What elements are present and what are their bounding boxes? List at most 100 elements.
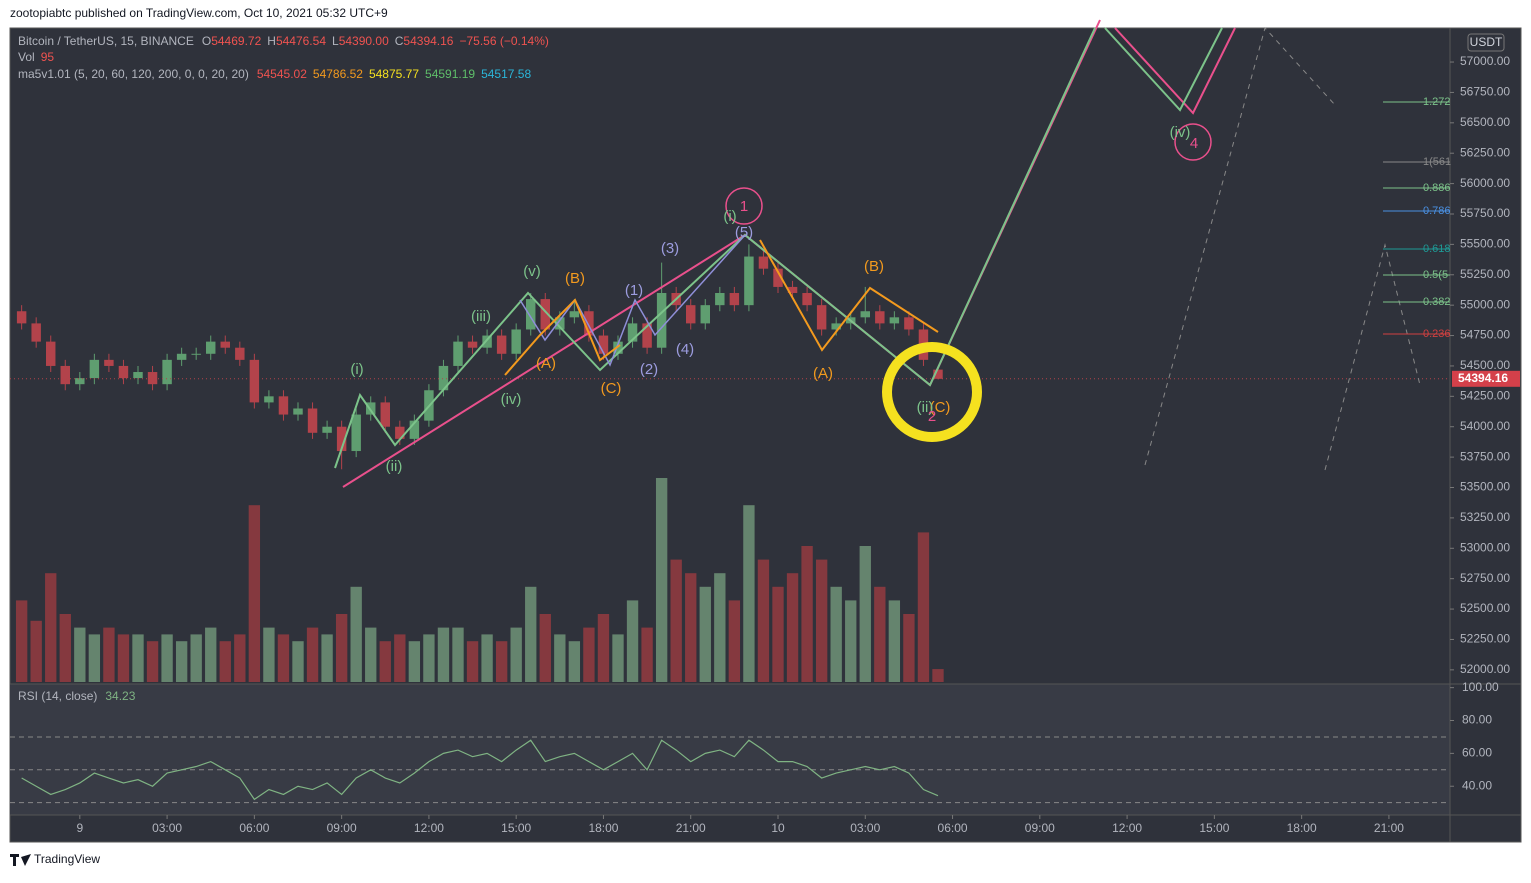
wave-label: 2	[928, 408, 936, 425]
candle-body	[540, 299, 550, 330]
volume-bar	[728, 600, 741, 682]
wave-label: (2)	[640, 361, 658, 378]
volume-bar	[263, 627, 275, 682]
volume-bar	[117, 634, 130, 682]
y-tick-label: 53500.00	[1460, 480, 1510, 494]
fib-label: 0.382	[1423, 296, 1451, 308]
currency[interactable]: USDT	[1470, 35, 1503, 49]
x-tick-label: 10	[771, 821, 785, 835]
candle-body	[642, 323, 652, 348]
x-tick-label: 21:00	[676, 821, 706, 835]
wave-label: (4)	[676, 341, 694, 358]
volume-bar	[190, 634, 202, 682]
volume-bar	[234, 634, 246, 682]
candle-body	[162, 359, 172, 385]
volume-bar	[132, 634, 144, 682]
x-tick-label: 9	[76, 821, 83, 835]
candle-body	[89, 359, 100, 379]
legend-change: −75.56 (−0.14%)	[459, 34, 548, 48]
volume-bar	[510, 627, 522, 682]
candle-body	[802, 293, 812, 306]
candle-body	[860, 311, 870, 318]
projection	[1144, 26, 1336, 466]
volume-bar	[670, 559, 682, 682]
candle-body	[31, 323, 41, 342]
candle-body	[133, 372, 143, 379]
candle-body	[555, 317, 565, 330]
fib-label: 0.618	[1423, 243, 1451, 255]
volume-bar	[495, 641, 508, 682]
rsi-pane	[10, 684, 1450, 815]
candle-body	[686, 305, 696, 324]
volume-bar	[699, 586, 711, 682]
x-tick-label: 03:00	[152, 821, 182, 835]
highlight-circle	[882, 342, 982, 442]
candle-body	[758, 256, 769, 269]
y-tick-label: 40.00	[1462, 778, 1492, 792]
legend: ma5v1.01 (5, 20, 60, 120, 200, 0, 0, 20,…	[18, 67, 531, 81]
footer-logo-text: TradingView	[34, 852, 100, 866]
volume-bar	[45, 573, 57, 682]
volume-bar	[481, 634, 493, 682]
volume-bar	[306, 627, 319, 682]
wave-labels: 1 (i) (ii) (iii) (iv) (v) (A) (B) (C) (1…	[350, 124, 1198, 475]
volume-bar	[801, 546, 813, 682]
y-tick-label: 54750.00	[1460, 328, 1510, 342]
volume-bar	[917, 532, 930, 682]
y-tick-label: 56750.00	[1460, 85, 1510, 99]
candle-body	[773, 268, 783, 287]
volume-bar	[714, 573, 726, 682]
volume-bar	[641, 627, 653, 682]
x-tick-label: 12:00	[414, 821, 444, 835]
legend-value: 54591.19	[425, 67, 475, 81]
fib-label: 1.272	[1423, 96, 1451, 108]
fib-label: 0.886	[1423, 182, 1451, 194]
candle-body	[482, 335, 492, 348]
volume-bar	[786, 573, 799, 682]
candle-body	[933, 369, 943, 379]
wave-label: (1)	[625, 282, 643, 299]
volume-bar	[205, 627, 217, 682]
y-tick-label: 60.00	[1462, 746, 1492, 760]
candle-body	[336, 426, 347, 452]
wave-label: (B)	[864, 258, 884, 275]
legend-key: L	[332, 34, 339, 48]
candle-body	[816, 305, 827, 330]
volume-bar	[757, 559, 770, 682]
volume-bar	[612, 634, 624, 682]
volume-bar	[103, 627, 115, 682]
candle-body	[147, 372, 158, 385]
candle-body	[380, 402, 390, 427]
y-tick-label: 54000.00	[1460, 419, 1510, 433]
legend-value: 54390.00	[339, 34, 389, 48]
wave-line	[759, 239, 939, 352]
y-tick-label: 56500.00	[1460, 115, 1510, 129]
fib-label: 0.5(5	[1423, 269, 1448, 281]
legend-key: RSI (14, close)	[18, 689, 97, 703]
volume-bar	[394, 634, 406, 682]
candle-body	[875, 311, 885, 324]
y-tick-label: 55250.00	[1460, 267, 1510, 281]
wave-line	[1104, 27, 1223, 112]
candle-body	[351, 414, 361, 452]
x-tick-label: 18:00	[1287, 821, 1317, 835]
y-tick-label: 52000.00	[1460, 662, 1510, 676]
volume-bar	[335, 614, 348, 682]
volume-bar	[525, 586, 537, 682]
volume-bar	[292, 641, 304, 682]
candle-body	[46, 341, 56, 366]
legend-value: 54469.72	[211, 34, 261, 48]
candle-body	[395, 426, 405, 439]
currency-badge[interactable]	[1467, 33, 1505, 52]
volume-bar	[175, 641, 188, 682]
candle-body	[496, 335, 507, 354]
volume-bar	[59, 614, 71, 682]
legend: RSI (14, close) 34.23	[18, 689, 136, 703]
volume-bar	[597, 614, 610, 682]
legend: Bitcoin / TetherUS, 15, BINANCE O54469.72…	[18, 34, 549, 48]
candle-body	[409, 420, 420, 439]
volume-bar	[830, 586, 842, 682]
candle-body	[220, 341, 230, 348]
fib-label: 0.786	[1423, 205, 1451, 217]
volume-bar	[248, 505, 261, 682]
